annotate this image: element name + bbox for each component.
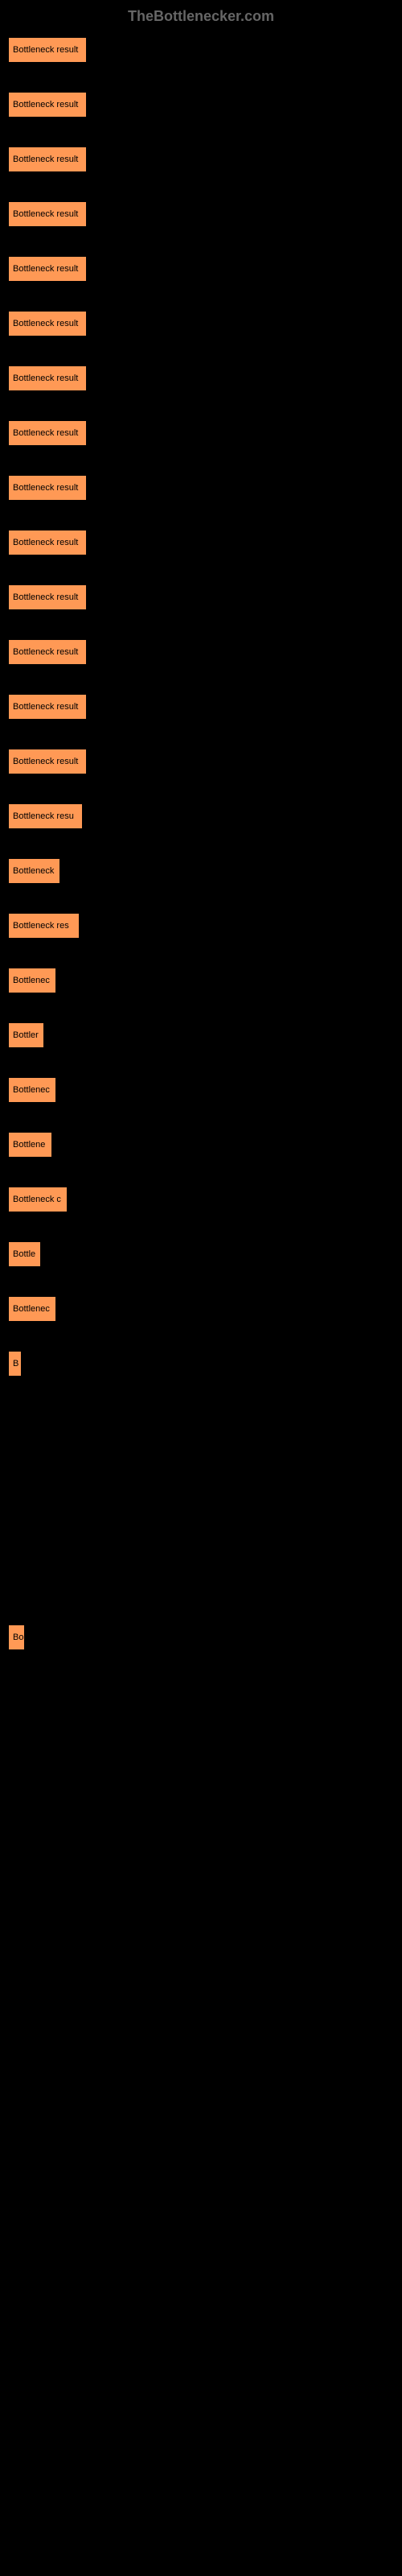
bar: Bottleneck result	[8, 201, 87, 227]
bar-row: Bottleneck result	[8, 256, 394, 280]
bar: Bottlene	[8, 1132, 52, 1158]
bar: Bottleneck result	[8, 584, 87, 610]
bar-row	[8, 2062, 394, 2087]
bar-row: Bottleneck result	[8, 311, 394, 335]
bar-row: Bottleneck c	[8, 1187, 394, 1211]
bar-row	[8, 2336, 394, 2360]
bar: Bottleneck result	[8, 420, 87, 446]
bar: Bottleneck result	[8, 749, 87, 774]
bar: Bottlenec	[8, 1296, 56, 1322]
bar-row: Bottlene	[8, 1132, 394, 1156]
bar: Bottler	[8, 1022, 44, 1048]
bar-row: B	[8, 1351, 394, 1375]
bar-row: Bottleneck result	[8, 584, 394, 609]
bar-row	[8, 1460, 394, 1484]
bar: B	[8, 1351, 22, 1377]
bar-row	[8, 2446, 394, 2470]
bar: Bottle	[8, 1241, 41, 1267]
bar-row	[8, 2281, 394, 2306]
bar-row	[8, 1789, 394, 1813]
bar-row: Bottleneck result	[8, 530, 394, 554]
bar-row	[8, 1898, 394, 1922]
bar: Bottleneck result	[8, 92, 87, 118]
bar-row	[8, 1515, 394, 1539]
bar: Bottleneck res	[8, 913, 80, 939]
bar: Bottleneck result	[8, 365, 87, 391]
bar: Bottleneck c	[8, 1187, 68, 1212]
bar-row	[8, 2117, 394, 2141]
bar-row: Bottleneck	[8, 858, 394, 882]
bar-row: Bottlenec	[8, 1077, 394, 1101]
bar: Bottleneck result	[8, 37, 87, 63]
bar: Bottleneck resu	[8, 803, 83, 829]
bar: Bottleneck result	[8, 530, 87, 555]
bar-chart: Bottleneck result Bottleneck result Bottle…	[0, 33, 402, 2504]
bar: Bo	[8, 1624, 25, 1650]
bar: Bottleneck result	[8, 639, 87, 665]
bar-row: Bottleneck res	[8, 913, 394, 937]
bar-row: Bottleneck result	[8, 420, 394, 444]
bar-row: Bottleneck result	[8, 639, 394, 663]
bar-row: Bottler	[8, 1022, 394, 1046]
bar: Bottleneck result	[8, 694, 87, 720]
bar-row	[8, 2172, 394, 2196]
bar-row: Bottlenec	[8, 968, 394, 992]
bar-row	[8, 2227, 394, 2251]
bar-row: Bottleneck result	[8, 147, 394, 171]
bar-row	[8, 1570, 394, 1594]
bar-row: Bottleneck result	[8, 475, 394, 499]
bar-row: Bottlenec	[8, 1296, 394, 1320]
bar-row	[8, 1734, 394, 1758]
bar-row: Bottleneck result	[8, 749, 394, 773]
bar: Bottlenec	[8, 1077, 56, 1103]
bar-row	[8, 1679, 394, 1703]
bar: Bottleneck result	[8, 147, 87, 172]
bar: Bottleneck result	[8, 475, 87, 501]
bar-row: Bottleneck result	[8, 365, 394, 390]
bar: Bottleneck result	[8, 256, 87, 282]
bar: Bottleneck	[8, 858, 60, 884]
bar-row	[8, 1953, 394, 1977]
bar-row: Bottleneck result	[8, 201, 394, 225]
bar-row: Bottle	[8, 1241, 394, 1265]
bar: Bottleneck result	[8, 311, 87, 336]
watermark: TheBottlenecker.com	[0, 0, 402, 33]
bar-row	[8, 1406, 394, 1430]
bar-row: Bottleneck result	[8, 92, 394, 116]
bar-row: Bottleneck result	[8, 694, 394, 718]
bar-row: Bo	[8, 1624, 394, 1649]
bar-row: Bottleneck result	[8, 37, 394, 61]
bar-row	[8, 1843, 394, 1868]
bar-row: Bottleneck resu	[8, 803, 394, 828]
bar: Bottlenec	[8, 968, 56, 993]
bar-row	[8, 2008, 394, 2032]
bar-row	[8, 2391, 394, 2415]
